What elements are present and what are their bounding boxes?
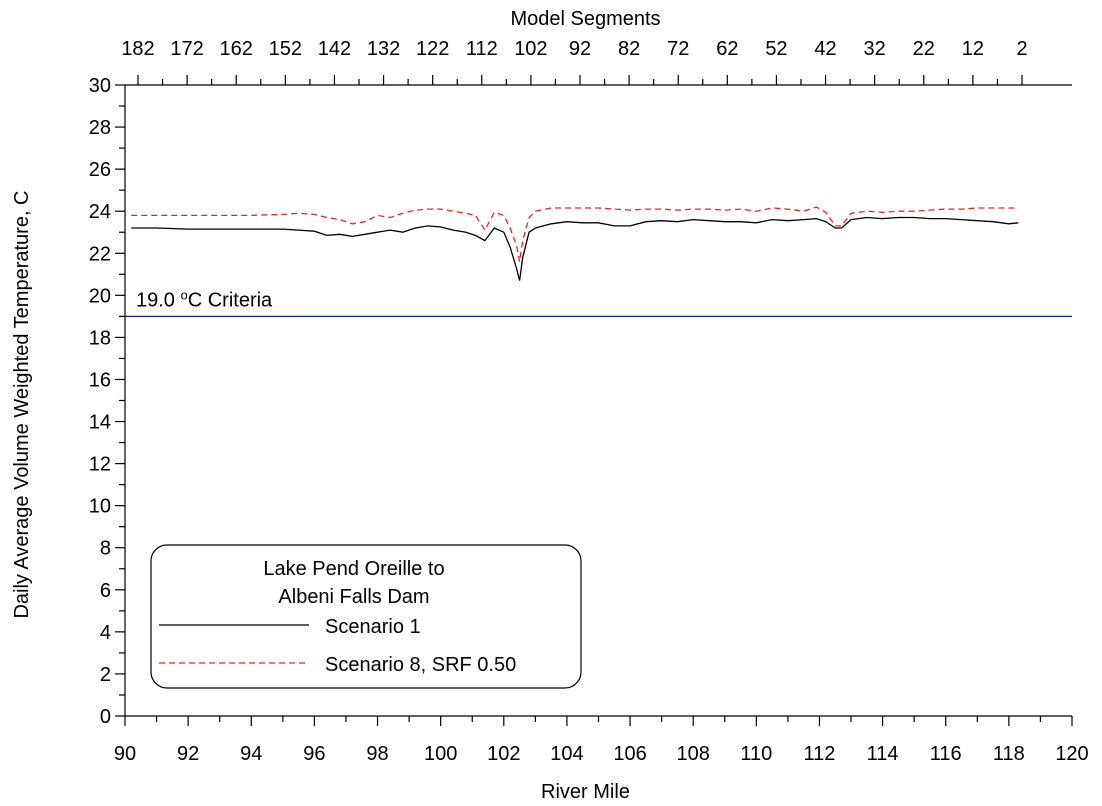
top-tick-label: 52 [765,38,787,60]
y-axis-title: Daily Average Volume Weighted Temperatur… [11,190,33,618]
top-tick-label: 152 [269,38,302,60]
legend-title-line1: Lake Pend Oreille to [263,558,444,580]
x-tick-label: 92 [177,743,199,765]
x-tick-label: 114 [867,743,899,765]
x-tick-label: 112 [804,743,836,765]
top-tick-label: 42 [814,38,836,60]
x-tick-label: 108 [677,743,710,765]
top-tick-label: 72 [667,38,689,60]
criteria-label: 19.0 oC Criteria [136,287,273,311]
top-tick-label: 172 [170,38,203,60]
top-tick-label: 2 [1016,38,1027,60]
top-tick-label: 12 [962,38,984,60]
y-tick-label: 28 [89,117,111,139]
y-tick-label: 22 [89,243,111,265]
x-tick-label: 94 [240,743,262,765]
criteria-label-degree: o [180,287,187,302]
top-tick-label: 142 [318,38,351,60]
x-tick-label: 102 [487,743,520,765]
top-tick-label: 162 [220,38,253,60]
x-tick-label: 106 [613,743,646,765]
y-tick-label: 12 [89,454,111,476]
y-tick-label: 10 [89,496,111,518]
top-tick-label: 132 [367,38,400,60]
x-tick-label: 116 [930,743,962,765]
y-tick-label: 2 [100,664,111,686]
x-tick-label: 120 [1055,743,1088,765]
top-tick-label: 82 [618,38,640,60]
top-axis-title: Model Segments [510,8,660,30]
x-tick-label: 96 [303,743,325,765]
y-tick-label: 14 [89,412,111,434]
y-tick-label: 4 [100,622,111,644]
y-tick-label: 6 [100,580,111,602]
top-tick-label: 32 [864,38,886,60]
y-tick-label: 30 [89,75,111,97]
top-tick-label: 122 [416,38,449,60]
series-layer [131,206,1019,281]
x-tick-label: 110 [740,743,772,765]
y-tick-label: 24 [89,201,111,223]
legend-label-scenario-1: Scenario 1 [325,616,421,638]
x-tick-label: 98 [366,743,388,765]
series-line-2 [131,206,1019,262]
x-tick-label: 90 [114,743,136,765]
y-tick-label: 8 [100,538,111,560]
axis-ticks [115,75,1073,726]
x-tick-label: 100 [424,743,457,765]
x-tick-label: 104 [550,743,583,765]
legend: Lake Pend Oreille to Albeni Falls Dam Sc… [150,544,582,689]
series-line-1 [131,216,1019,281]
y-tick-label: 0 [100,706,111,728]
top-tick-label: 22 [913,38,935,60]
x-tick-label: 118 [993,743,1025,765]
x-axis-title: River Mile [541,781,630,803]
legend-label-scenario-8: Scenario 8, SRF 0.50 [325,654,516,676]
top-tick-label: 62 [716,38,738,60]
legend-box [150,544,582,689]
legend-title-line2: Albeni Falls Dam [278,586,429,608]
top-tick-label: 182 [121,38,154,60]
y-tick-label: 20 [89,285,111,307]
y-tick-label: 16 [89,369,111,391]
top-tick-label: 102 [514,38,547,60]
criteria-label-prefix: 19.0 [136,289,180,311]
y-tick-label: 26 [89,159,111,181]
y-tick-label: 18 [89,327,111,349]
criteria-label-suffix: C Criteria [188,289,273,311]
top-tick-label: 112 [466,38,498,60]
top-tick-label: 92 [569,38,591,60]
